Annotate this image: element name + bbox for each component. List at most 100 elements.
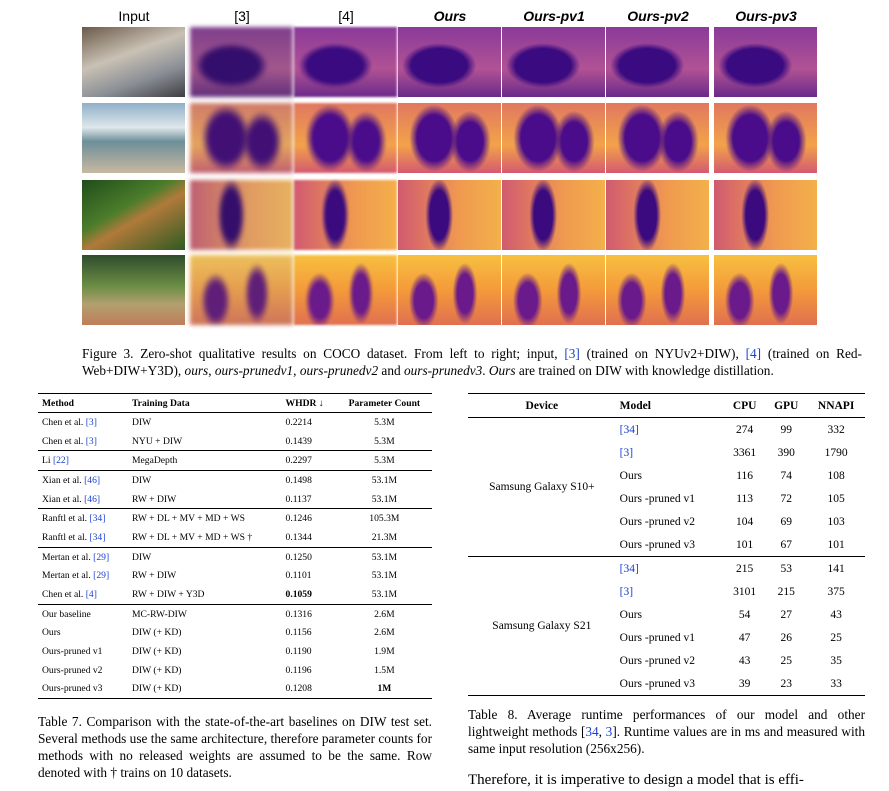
table-cell: Li [22] bbox=[38, 450, 128, 472]
column-header: Input bbox=[118, 8, 150, 24]
table-cell: 1790 bbox=[824, 446, 848, 459]
table-cell: Ours -pruned v3 bbox=[615, 672, 725, 696]
table-cell: 274 bbox=[736, 423, 754, 436]
table-cell: 47 bbox=[738, 631, 751, 644]
depth-map bbox=[190, 255, 293, 325]
table-cell: 53 bbox=[780, 562, 792, 575]
caption-text: ours-prunedv1 bbox=[214, 363, 294, 378]
table-cell: 375 bbox=[827, 585, 845, 598]
caption-text: , bbox=[598, 724, 606, 739]
table-cell: Our baseline bbox=[42, 608, 91, 620]
table-cell: 5.3M bbox=[336, 431, 432, 452]
table-cell: 72 bbox=[780, 492, 792, 505]
table-cell: 27 bbox=[780, 608, 792, 621]
caption-text: ours-prunedv2 bbox=[299, 363, 379, 378]
table-cell: DIW (+ KD) bbox=[132, 664, 182, 676]
table-cell: Chen et al. [3] bbox=[42, 416, 97, 428]
table-row: [3] 3361 390 1790 bbox=[468, 441, 865, 464]
table-cell: DIW bbox=[132, 416, 152, 428]
table-cell: 1M bbox=[336, 679, 432, 700]
table-cell: 33 bbox=[807, 672, 865, 696]
column-header: Ours-pv3 bbox=[735, 8, 797, 24]
depth-map bbox=[294, 103, 397, 173]
table-8-caption: Table 8. Average runtime performances of… bbox=[468, 706, 865, 757]
table-cell: [34] bbox=[619, 423, 639, 436]
table-cell: 25 bbox=[780, 654, 792, 667]
table-cell: 1.9M bbox=[374, 646, 395, 658]
caption-text: ours-prunedv3 bbox=[403, 363, 483, 378]
table-row: Ours-pruned v1 DIW (+ KD) 0.1190 1.9M bbox=[38, 642, 432, 661]
table-cell: DIW (+ KD) bbox=[132, 646, 182, 658]
table-cell: Ours-pruned v2 bbox=[42, 664, 103, 676]
depth-map bbox=[606, 255, 709, 325]
table-cell: 26 bbox=[780, 631, 792, 644]
depth-map bbox=[502, 255, 605, 325]
caption-text: Ours bbox=[488, 363, 516, 378]
column-header: [4] bbox=[338, 8, 354, 24]
table-cell: Ours -pruned v3 bbox=[615, 533, 725, 557]
table-row: Chen et al. [3] DIW 0.2214 5.3M bbox=[38, 413, 432, 432]
input-image bbox=[82, 103, 185, 173]
table-cell: 35 bbox=[830, 654, 842, 667]
table-cell: Ours-pruned v1 bbox=[42, 646, 103, 658]
caption-text: are trained on DIW with knowledge distil… bbox=[515, 363, 774, 378]
table-cell: 1.5M bbox=[374, 664, 395, 676]
table-cell: 53.1M bbox=[371, 570, 398, 582]
table-cell: 0.1059 bbox=[281, 585, 337, 605]
input-image bbox=[82, 27, 185, 97]
depth-map bbox=[190, 180, 293, 250]
citation[interactable]: [4] bbox=[745, 346, 762, 361]
table-cell: 21.3M bbox=[336, 528, 432, 548]
table-cell: RW + DIW bbox=[128, 489, 282, 510]
device-cell: Samsung Galaxy S21 bbox=[468, 556, 616, 696]
citation[interactable]: [3] bbox=[564, 346, 580, 361]
table-row: Ranftl et al. [34] RW + DL + MV + MD + WS… bbox=[38, 528, 432, 548]
table-cell: 0.1316 bbox=[285, 608, 312, 620]
table-row: Ranftl et al. [34] RW + DL + MV + MD + WS… bbox=[38, 509, 432, 528]
table-cell: 53.1M bbox=[336, 489, 432, 510]
table-cell: 0.1344 bbox=[281, 528, 337, 548]
table-row: Ours 54 27 43 bbox=[468, 603, 865, 626]
table-cell: 0.1156 bbox=[285, 627, 312, 639]
table-cell: 103 bbox=[827, 515, 845, 528]
table-row: Our baseline MC-RW-DIW 0.1316 2.6M bbox=[38, 604, 432, 623]
table-cell: MegaDepth bbox=[128, 450, 282, 472]
table-row: Chen et al. [3] NYU + DIW 0.1439 5.3M bbox=[38, 431, 432, 452]
citation[interactable]: 34 bbox=[585, 724, 599, 739]
table-cell: 0.1196 bbox=[285, 664, 312, 676]
table-cell: DIW bbox=[132, 474, 152, 486]
table-cell: 67 bbox=[765, 533, 808, 557]
figure-caption: Figure 3. Zero-shot qualitative results … bbox=[82, 345, 862, 379]
table-cell: 113 bbox=[736, 492, 754, 505]
table-cell: [34] bbox=[619, 562, 639, 575]
table-cell: [3] bbox=[619, 446, 634, 459]
table-cell: 2.6M bbox=[374, 627, 395, 639]
table-cell: 101 bbox=[807, 533, 865, 557]
table-cell: 0.1246 bbox=[285, 513, 312, 525]
table-cell: [3] bbox=[619, 585, 634, 598]
table-row: Chen et al. [4] RW + DIW + Y3D 0.1059 53.1M bbox=[38, 585, 432, 605]
table-cell: 53.1M bbox=[371, 474, 398, 486]
table-row: Li [22] MegaDepth 0.2297 5.3M bbox=[38, 450, 432, 472]
header-row: Device Model CPU GPU NNAPI bbox=[468, 393, 865, 418]
input-image bbox=[82, 255, 185, 325]
depth-map bbox=[294, 255, 397, 325]
table-row: Ours -pruned v2 43 25 35 bbox=[468, 649, 865, 672]
table-cell: Mertan et al. [29] bbox=[42, 570, 110, 582]
table-cell: Ranftl et al. [34] bbox=[42, 513, 106, 525]
table-cell: DIW (+ KD) bbox=[132, 627, 182, 639]
table-cell: 101 bbox=[724, 533, 766, 557]
citation[interactable]: 3 bbox=[605, 724, 613, 739]
table-cell: 105.3M bbox=[369, 513, 400, 525]
depth-map bbox=[398, 180, 501, 250]
table-row: Ours -pruned v1 113 72 105 bbox=[468, 487, 865, 510]
table-cell: RW + DIW + Y3D bbox=[128, 585, 282, 605]
column-header: Method bbox=[38, 393, 128, 413]
table-cell: Mertan et al. [29] bbox=[42, 551, 110, 563]
table-cell: 105 bbox=[827, 492, 845, 505]
table-cell: 108 bbox=[827, 469, 845, 482]
table-cell: 0.2297 bbox=[281, 450, 337, 472]
table-cell: 104 bbox=[736, 515, 754, 528]
table-cell: 99 bbox=[780, 423, 792, 436]
table-cell: 53.1M bbox=[336, 585, 432, 605]
